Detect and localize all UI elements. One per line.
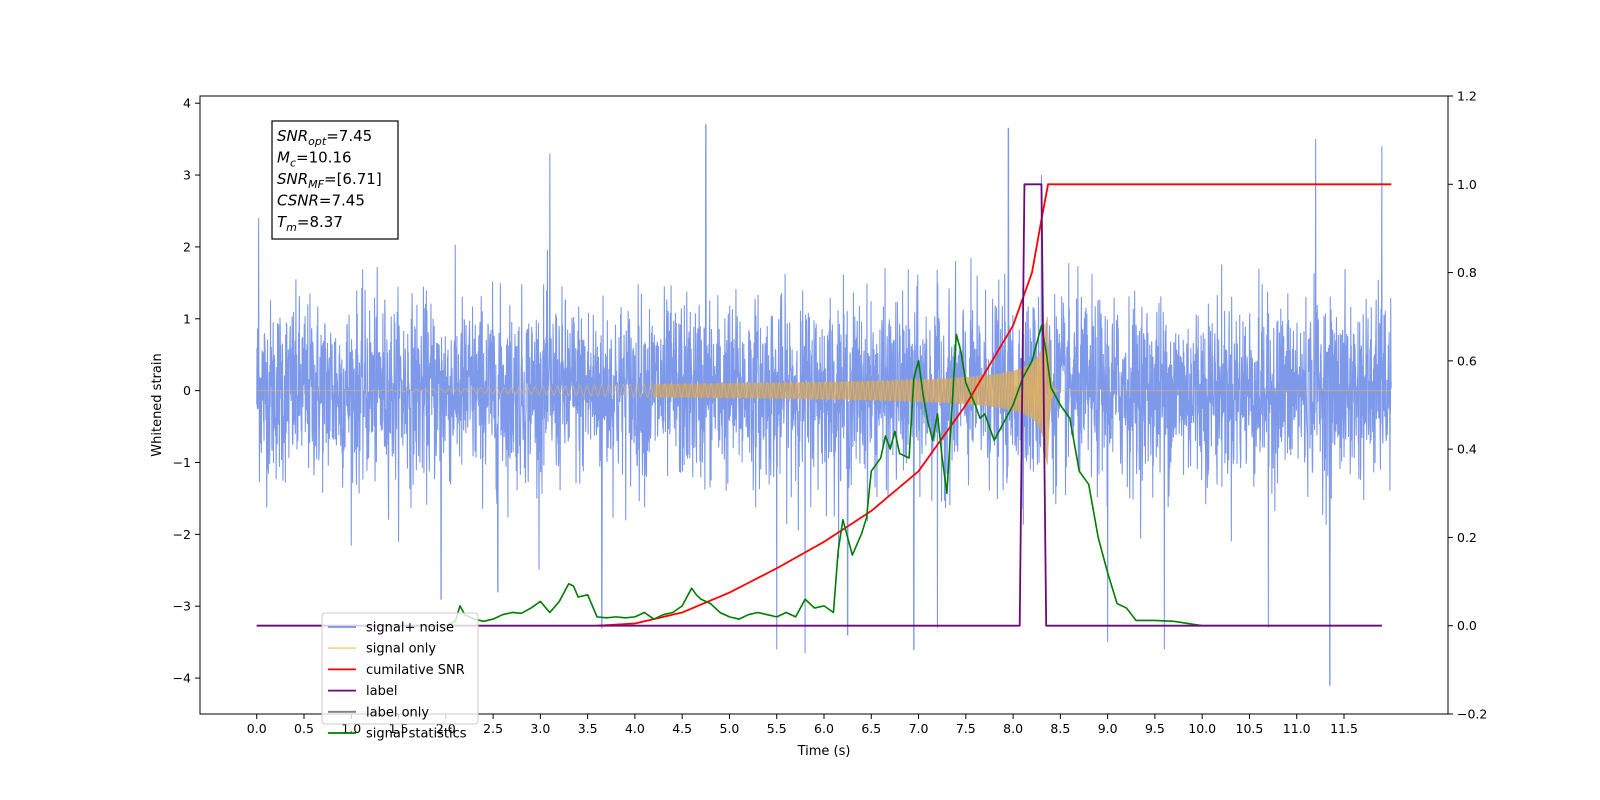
y2-tick-label: 0.8	[1457, 265, 1477, 280]
x-tick-label: 11.5	[1330, 721, 1358, 736]
annotation-value: =[6.71]	[324, 170, 382, 188]
annotation-line: SNRopt=7.45	[277, 127, 372, 148]
x-tick-label: 5.5	[767, 721, 787, 736]
y2-tick-label: 1.2	[1457, 89, 1477, 104]
annotation-line: Tm=8.37	[277, 213, 343, 234]
x-tick-label: 0.5	[294, 721, 314, 736]
x-tick-label: 11.0	[1283, 721, 1311, 736]
y2-tick-label: −0.2	[1457, 707, 1487, 722]
annotation-symbol: CSNR	[277, 192, 319, 210]
legend: signal+ noise signal only cumilative SNR la…	[321, 612, 479, 742]
axes: 0.0 0.5 1.0 1.5 2.0 2.5 3.0 3.5 4.0 4.5 5.0 5.5 6.0 6…	[150, 89, 1487, 760]
series-signal-only-line	[256, 324, 1392, 454]
y-tick-label: 0	[183, 383, 191, 398]
x-axis-label: Time (s)	[797, 744, 851, 759]
x-tick-label: 7.0	[909, 721, 929, 736]
y2-tick-label: 1.0	[1457, 177, 1477, 192]
y-tick-label: 4	[183, 96, 191, 111]
x-tick-label: 10.5	[1236, 721, 1264, 736]
annotation-subscript: c	[290, 157, 296, 170]
series-signal-noise-line	[256, 124, 1392, 686]
series-cumilative-snr-group	[597, 183, 1392, 627]
x-tick-label: 3.0	[530, 721, 550, 736]
x-tick-label: 10.0	[1188, 721, 1216, 736]
annotation-line: CSNR=7.45	[277, 192, 365, 210]
y-axis-label: Whitened strain	[150, 353, 165, 456]
annotation-value: =10.16	[296, 149, 352, 167]
annotation-line: Mc=10.16	[277, 149, 352, 170]
annotation-subscript: opt	[308, 135, 327, 148]
annotation-line: SNRMF=[6.71]	[277, 170, 382, 191]
legend-entry: signal statistics	[366, 727, 467, 742]
annotation-box: SNRopt=7.45Mc=10.16SNRMF=[6.71]CSNR=7.45…	[271, 120, 399, 240]
x-tick-label: 5.0	[720, 721, 740, 736]
y2-tick-label: 0.6	[1457, 353, 1477, 368]
x-tick-label: 9.5	[1145, 721, 1165, 736]
annotation-symbol: T	[277, 213, 288, 231]
series-cumilative-snr-line	[597, 183, 1392, 627]
x-tick-label: 3.5	[578, 721, 598, 736]
y2-tick-label: 0.4	[1457, 442, 1477, 457]
y-tick-label: 2	[183, 239, 191, 254]
annotation-value: =7.45	[326, 127, 372, 145]
series-label-group	[256, 183, 1382, 627]
x-tick-label: 8.0	[1003, 721, 1023, 736]
x-tick-label: 1.5	[389, 721, 409, 736]
annotation-symbol: SNR	[277, 170, 308, 188]
annotation-subscript: MF	[308, 178, 324, 191]
legend-entry: signal only	[366, 642, 436, 657]
y-tick-label: 1	[183, 311, 191, 326]
annotation-value: =8.37	[297, 213, 343, 231]
x-tick-label: 9.0	[1098, 721, 1118, 736]
legend-entry: signal+ noise	[366, 621, 454, 636]
annotation-value: =7.45	[319, 192, 365, 210]
x-tick-label: 8.5	[1050, 721, 1070, 736]
legend-frame	[321, 612, 479, 725]
x-tick-label: 6.0	[814, 721, 834, 736]
x-tick-label: 4.0	[625, 721, 645, 736]
annotation-subscript: m	[286, 221, 297, 234]
x-tick-label: 4.5	[672, 721, 692, 736]
y-tick-label: 3	[183, 168, 191, 183]
x-tick-label: 0.0	[247, 721, 267, 736]
y-tick-label: −4	[173, 671, 191, 686]
x-tick-label: 6.5	[861, 721, 881, 736]
annotation-symbol: M	[277, 149, 290, 167]
y-tick-label: −3	[173, 599, 191, 614]
legend-entry: label	[366, 684, 397, 699]
x-tick-label: 7.5	[956, 721, 976, 736]
y2-tick-label: 0.2	[1457, 530, 1477, 545]
x-tick-label: 2.5	[483, 721, 503, 736]
y2-tick-label: 0.0	[1457, 618, 1477, 633]
legend-entry: label only	[366, 705, 429, 720]
series-label-line	[256, 183, 1382, 627]
y-tick-label: −1	[173, 455, 191, 470]
plot-area	[256, 124, 1392, 686]
annotation-frame	[271, 120, 399, 240]
x-tick-label: 2.0	[436, 721, 456, 736]
y-tick-label: −2	[173, 527, 191, 542]
legend-entry: cumilative SNR	[366, 663, 465, 678]
annotation-symbol: SNR	[277, 127, 308, 145]
